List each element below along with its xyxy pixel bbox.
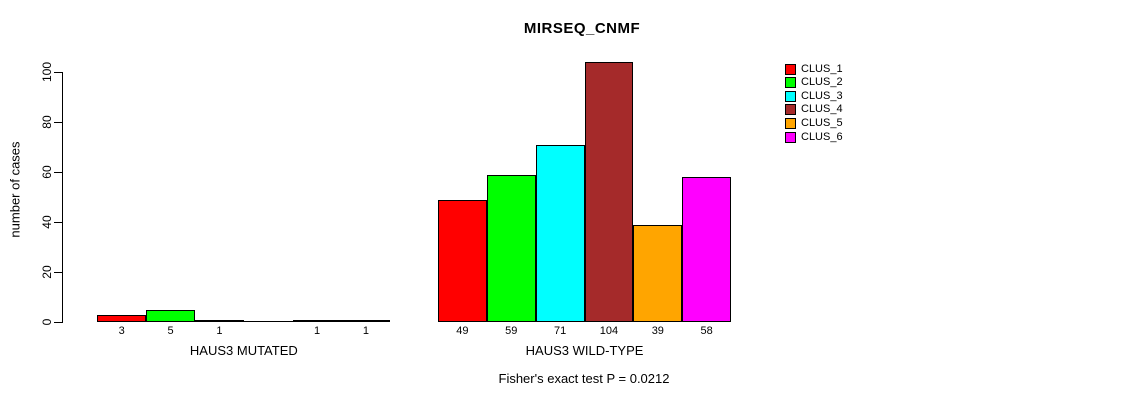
bar-value-label: 59 xyxy=(505,325,518,337)
y-axis-line xyxy=(62,72,63,323)
y-axis-tick xyxy=(54,72,62,73)
y-axis-tick xyxy=(54,122,62,123)
chart-title: MIRSEQ_CNMF xyxy=(523,20,641,37)
y-tick-label: 80 xyxy=(40,115,54,129)
clus_5-legend-label: CLUS_5 xyxy=(801,117,843,130)
bar-CLUS_1-group1 xyxy=(97,314,147,322)
bar-value-label: 1 xyxy=(216,325,223,337)
bar-CLUS_4-group2 xyxy=(584,62,634,322)
bar-CLUS_6-group2 xyxy=(682,177,732,322)
bar-value-label: 39 xyxy=(651,325,664,337)
bar-CLUS_3-group1 xyxy=(195,319,244,322)
y-tick-label: 20 xyxy=(40,265,54,279)
y-axis-tick xyxy=(54,322,62,323)
bar-CLUS_3-group2 xyxy=(535,144,585,322)
clus_1-legend-label: CLUS_1 xyxy=(801,62,843,75)
bar-CLUS_2-group1 xyxy=(146,309,195,322)
bar-CLUS_5-group2 xyxy=(633,224,683,322)
clus_3-legend-swatch xyxy=(785,90,796,102)
clus_2-legend-swatch xyxy=(785,77,796,89)
y-tick-label: 100 xyxy=(40,61,54,83)
clus_1-legend-swatch xyxy=(785,63,796,75)
clus_5-legend-swatch xyxy=(785,118,796,130)
y-tick-label: 0 xyxy=(40,318,54,326)
clus_2-legend-label: CLUS_2 xyxy=(801,76,843,89)
fisher-test-note: Fisher's exact test P = 0.0212 xyxy=(498,371,670,386)
y-tick-label: 40 xyxy=(40,215,54,229)
bar-value-label: 71 xyxy=(553,325,567,337)
y-axis-tick xyxy=(54,272,62,273)
bar-CLUS_2-group2 xyxy=(486,174,536,322)
bar-value-label: 104 xyxy=(599,325,619,337)
bar-value-label: 58 xyxy=(700,325,713,337)
clus_3-legend-label: CLUS_3 xyxy=(801,89,843,102)
y-axis-label: number of cases xyxy=(7,141,23,238)
bar-value-label: 5 xyxy=(167,325,174,337)
clus_4-legend-label: CLUS_4 xyxy=(801,103,843,116)
bar-value-label: 1 xyxy=(314,325,321,337)
y-tick-label: 60 xyxy=(40,165,54,179)
bar-CLUS_1-group2 xyxy=(438,199,487,322)
y-axis-tick xyxy=(54,222,62,223)
bar-CLUS_6-group1 xyxy=(341,319,391,322)
clus_6-legend-swatch xyxy=(785,131,796,143)
bar-CLUS_5-group1 xyxy=(292,319,342,322)
group-label: HAUS3 WILD-TYPE xyxy=(525,343,644,358)
clus_6-legend-label: CLUS_6 xyxy=(801,130,843,143)
group-label: HAUS3 MUTATED xyxy=(189,343,298,358)
bar-value-label: 3 xyxy=(118,325,125,337)
clus_4-legend-swatch xyxy=(785,104,796,116)
bar-value-label: 1 xyxy=(362,325,370,337)
y-axis-tick xyxy=(54,172,62,173)
bar-CLUS_4-group1 xyxy=(243,321,293,322)
bar-value-label: 49 xyxy=(456,325,469,337)
